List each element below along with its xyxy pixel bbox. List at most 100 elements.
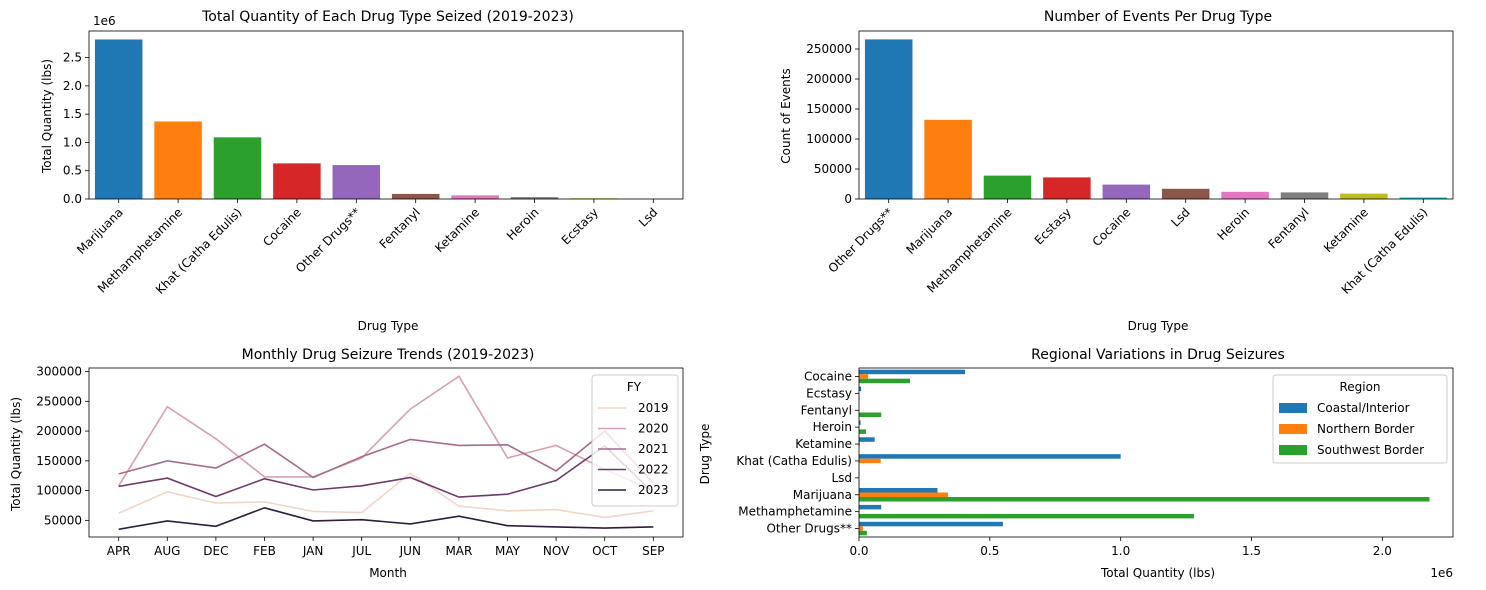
x-tick-label: Ecstasy — [1032, 205, 1074, 247]
bar — [391, 193, 440, 199]
chart-total-quantity: Total Quantity of Each Drug Type Seized … — [40, 9, 684, 333]
plot-frame — [858, 30, 1454, 200]
x-axis-label: Total Quantity (lbs) — [1100, 566, 1215, 580]
y-tick-label: Cocaine — [804, 369, 852, 383]
bar — [1340, 193, 1388, 199]
legend-label: Northern Border — [1317, 422, 1414, 436]
x-tick-label: JUL — [351, 544, 371, 558]
y-tick-label: 50000 — [44, 513, 82, 527]
x-axis-label: Drug Type — [1128, 319, 1189, 333]
bar — [451, 195, 499, 199]
series-line-2020 — [118, 375, 654, 492]
x-tick-label: 1.0 — [1111, 544, 1130, 558]
y-tick-label: 1.0 — [63, 135, 82, 149]
bar — [859, 497, 1430, 502]
x-axis-label: Drug Type — [358, 319, 419, 333]
bar — [864, 39, 913, 200]
legend-label: 2023 — [638, 483, 669, 497]
series-line-2021 — [118, 430, 654, 484]
x-tick-label: Heroin — [504, 205, 542, 243]
y-tick-label: 100000 — [36, 484, 82, 498]
y-tick-label: 50000 — [814, 162, 852, 176]
legend-label: 2021 — [638, 442, 669, 456]
y-axis-label: Total Quantity (lbs) — [40, 59, 54, 174]
x-tick-label: Cocaine — [1090, 205, 1134, 249]
x-tick-label: Other Drugs** — [825, 205, 895, 275]
x-tick-label: MAR — [445, 544, 472, 558]
legend-swatch — [1279, 403, 1307, 413]
y-tick-label: Khat (Catha Edulis) — [736, 454, 852, 468]
bar — [859, 454, 1121, 459]
y-tick-label: Other Drugs** — [766, 522, 852, 536]
bar — [859, 378, 911, 384]
x-tick-label: SEP — [642, 544, 664, 558]
x-axis-label: Month — [369, 566, 407, 580]
x-tick-label: MAY — [495, 544, 521, 558]
chart-title: Total Quantity of Each Drug Type Seized … — [201, 9, 574, 25]
y-tick-label: Fentanyl — [801, 403, 852, 417]
chart-title: Regional Variations in Drug Seizures — [1031, 347, 1285, 363]
bar — [273, 163, 321, 199]
bar — [1221, 191, 1269, 199]
x-tick-label: AUG — [154, 544, 180, 558]
y-tick-label: 150000 — [806, 102, 852, 116]
y-axis-label: Count of Events — [779, 68, 793, 163]
y-tick-label: 0.5 — [63, 164, 82, 178]
x-tick-label: Cocaine — [260, 205, 304, 249]
plot-frame — [88, 367, 684, 538]
y-tick-label: 100000 — [806, 132, 852, 146]
bar — [859, 492, 948, 498]
y-tick-label: 1.5 — [63, 107, 82, 121]
legend-swatch — [1279, 445, 1307, 455]
plot-frame — [858, 367, 1454, 538]
bar — [332, 165, 381, 199]
bar — [983, 175, 1032, 199]
bar — [859, 386, 862, 392]
y-tick-label: 200000 — [806, 72, 852, 86]
y-tick-label: 200000 — [36, 424, 82, 438]
y-tick-label: 250000 — [806, 42, 852, 56]
x-tick-label: Fentanyl — [377, 205, 423, 251]
bar — [859, 420, 861, 425]
x-tick-label: DEC — [203, 544, 228, 558]
y-axis-label: Total Quantity (lbs) — [9, 397, 23, 512]
x-tick-label: Lsd — [636, 205, 660, 229]
bar — [859, 374, 869, 379]
y-tick-label: Ecstasy — [806, 386, 852, 400]
y-tick-label: Ketamine — [795, 437, 852, 451]
y-tick-label: 0.0 — [63, 192, 82, 206]
y-tick-label: Lsd — [831, 471, 852, 485]
bar — [859, 429, 867, 434]
y-axis-label: Drug Type — [698, 424, 712, 485]
legend-title: FY — [627, 380, 642, 394]
y-tick-label: 2.0 — [63, 79, 82, 93]
x-tick-label: Other Drugs** — [293, 205, 363, 275]
bar — [510, 197, 559, 199]
y-tick-label: Methamphetamine — [738, 505, 852, 519]
x-tick-label: Ecstasy — [559, 205, 601, 247]
bar — [859, 437, 875, 442]
chart-event-counts: Number of Events Per Drug Type Drug Type… — [779, 9, 1454, 333]
x-tick-label: 1.5 — [1242, 544, 1261, 558]
legend-label: 2020 — [638, 422, 669, 436]
bar — [859, 526, 863, 531]
x-tick-label: 0.5 — [980, 544, 999, 558]
bar — [94, 39, 143, 199]
y-tick-label: Heroin — [813, 420, 852, 434]
bar — [859, 513, 1194, 519]
x-tick-label: 0.0 — [849, 544, 868, 558]
legend-swatch — [1279, 424, 1307, 434]
bar — [1161, 188, 1210, 199]
x-tick-label: JAN — [302, 544, 324, 558]
x-tick-label: JUN — [399, 544, 421, 558]
x-tick-label: OCT — [592, 544, 618, 558]
bar — [859, 521, 1003, 527]
chart-monthly-trends: Monthly Drug Seizure Trends (2019-2023) … — [9, 347, 684, 580]
y-tick-label: 2.5 — [63, 51, 82, 65]
x-tick-label: Lsd — [1168, 205, 1192, 229]
y-tick-label: 250000 — [36, 394, 82, 408]
chart-regional-variations: Regional Variations in Drug Seizures Tot… — [698, 347, 1454, 580]
axis-offset-label: 1e6 — [1430, 566, 1453, 580]
x-tick-label: Marijuana — [903, 205, 955, 257]
